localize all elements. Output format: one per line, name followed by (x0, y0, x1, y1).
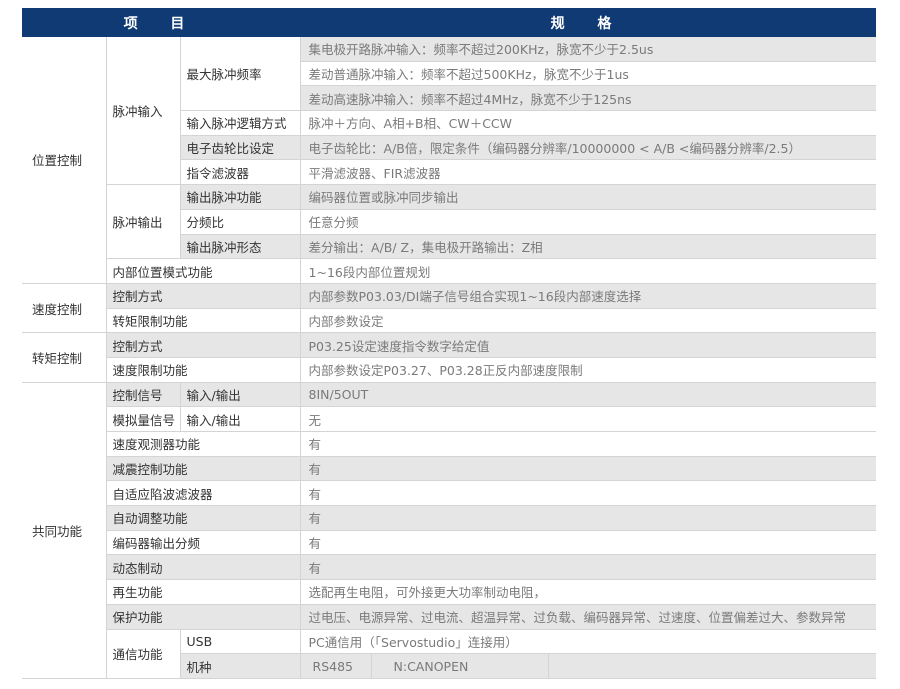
value: 选配再生电阻，可外接更大功率制动电阻， (299, 579, 876, 605)
value: 编码器位置或脉冲同步输出 (299, 184, 876, 210)
group-speed: 速度控制 (22, 283, 106, 334)
spec-table: 项 目规 格 位置控制 脉冲输入 最大脉冲频率 集电极开路脉冲输入：频率不超过2… (22, 8, 876, 679)
label: 内部位置模式功能 (105, 258, 301, 284)
label: 速度限制功能 (105, 357, 301, 383)
header-spec: 规 格 (300, 8, 876, 37)
value: 电子齿轮比：A/B倍，限定条件（编码器分辨率/10000000 < A/B <编… (299, 135, 876, 161)
comm-label: 通信功能 (105, 629, 180, 679)
value: 有 (299, 431, 876, 457)
value: P03.25设定速度指令数字给定值 (299, 332, 876, 358)
header-item: 项 目 (22, 8, 301, 37)
value: 有 (299, 554, 876, 581)
label: 输入脉冲逻辑方式 (179, 110, 301, 136)
label: 输出脉冲形态 (179, 234, 301, 260)
label: 模拟量信号 (105, 406, 180, 432)
value: 任意分频 (299, 209, 876, 235)
value: 内部参数设定 (299, 308, 876, 334)
value: 内部参数设定P03.27、P03.28正反内部速度限制 (299, 357, 876, 383)
value: 差动高速脉冲输入：频率不超过4MHz，脉宽不少于125ns (299, 85, 876, 112)
value: 1~16段内部位置规划 (299, 258, 876, 284)
label: 输出脉冲功能 (179, 184, 301, 210)
value: 过电压、电源异常、过电流、超温异常、过负载、编码器异常、过速度、位置偏差过大、参… (299, 604, 876, 630)
value-canopen: N:CANOPEN (372, 654, 549, 678)
pulse-output-label: 脉冲输出 (105, 184, 180, 260)
label: 输入/输出 (179, 382, 301, 408)
label: 再生功能 (105, 579, 301, 605)
label: 编码器输出分频 (105, 530, 301, 556)
label: 转矩限制功能 (105, 308, 301, 334)
value: 8IN/5OUT (299, 382, 876, 408)
label: 自适应陷波滤波器 (105, 480, 301, 507)
group-torque: 转矩控制 (22, 332, 106, 383)
table-header: 项 目规 格 (22, 8, 876, 37)
model-values: RS485 N:CANOPEN (299, 653, 876, 679)
value: 脉冲＋方向、A相+B相、CW＋CCW (299, 110, 876, 136)
label: 控制方式 (105, 332, 301, 358)
max-freq-label: 最大脉冲频率 (179, 37, 301, 112)
label: 控制方式 (105, 283, 301, 309)
value-rs485: RS485 (301, 654, 372, 678)
value: 有 (299, 456, 876, 482)
label: 自动调整功能 (105, 505, 301, 531)
label: 减震控制功能 (105, 456, 301, 482)
label: 分频比 (179, 209, 301, 235)
group-common: 共同功能 (22, 382, 106, 679)
label: 指令滤波器 (179, 159, 301, 186)
value: 差动普通脉冲输入：频率不超过500KHz，脉宽不少于1us (299, 61, 876, 87)
label: USB (179, 629, 301, 655)
value: 有 (299, 505, 876, 531)
value: 有 (299, 480, 876, 507)
value: 平滑滤波器、FIR滤波器 (299, 159, 876, 186)
value: 集电极开路脉冲输入：频率不超过200KHz，脉宽不少于2.5us (299, 37, 876, 62)
label: 机种 (179, 653, 301, 679)
value: PC通信用（「Servostudio」连接用） (299, 629, 876, 655)
label: 速度观测器功能 (105, 431, 301, 457)
value: 差分输出：A/B/ Z，集电极开路输出：Z相 (299, 234, 876, 260)
label: 动态制动 (105, 554, 301, 581)
label: 输入/输出 (179, 406, 301, 432)
value: 有 (299, 530, 876, 556)
group-position: 位置控制 (22, 37, 106, 284)
label: 电子齿轮比设定 (179, 135, 301, 161)
value: 无 (299, 406, 876, 432)
value: 内部参数P03.03/DI端子信号组合实现1~16段内部速度选择 (299, 283, 876, 309)
pulse-input-label: 脉冲输入 (105, 37, 180, 186)
label: 控制信号 (105, 382, 180, 408)
label: 保护功能 (105, 604, 301, 630)
